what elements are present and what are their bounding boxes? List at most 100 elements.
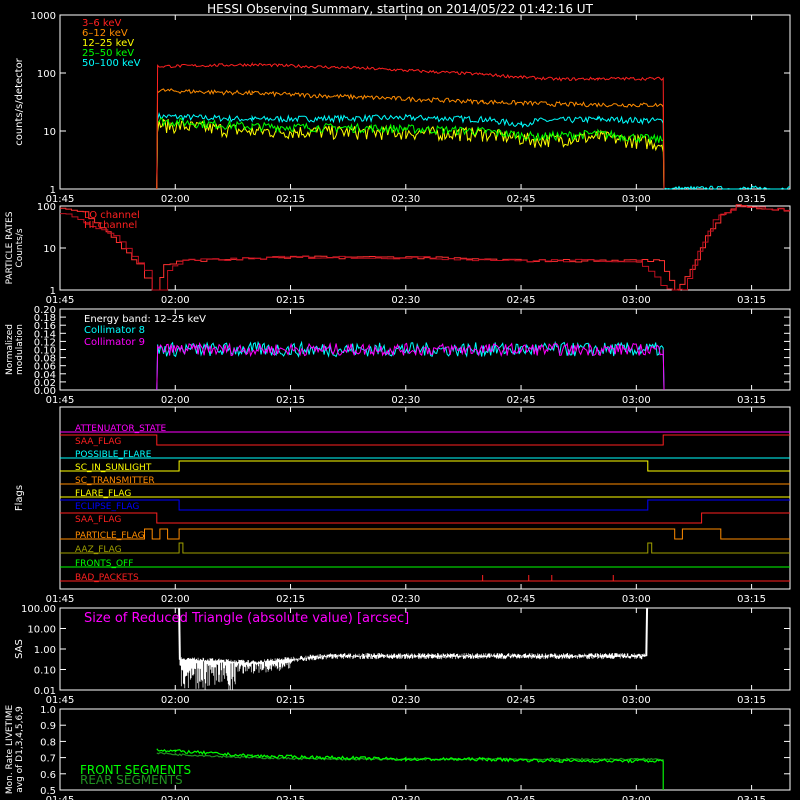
y-tick-label: 1.00: [34, 645, 56, 656]
series-line-livetime: [156, 751, 664, 762]
flag-line: [60, 499, 790, 511]
x-tick-label: 01:45: [46, 194, 75, 205]
legend-entry: Collimator 8: [84, 325, 145, 336]
x-tick-label: 01:45: [46, 594, 75, 605]
legend-entry: 3–6 keV: [82, 18, 121, 29]
x-tick-label: 02:30: [391, 594, 420, 605]
y-tick-label: 0.10: [34, 346, 56, 357]
legend-entry: 12–25 keV: [82, 38, 134, 49]
y-tick-label: 0.08: [34, 354, 56, 365]
x-tick-label: 02:45: [507, 795, 536, 800]
y-tick-label: 0.00: [34, 386, 56, 397]
series-line-green: [156, 117, 665, 190]
flag-label: SC_TRANSMITTER: [75, 476, 155, 486]
y-axis-label: Counts/s: [15, 228, 25, 267]
series-line-orange: [156, 88, 665, 190]
x-tick-label: 03:00: [622, 795, 651, 800]
flag-label: POSSIBLE_FLARE: [75, 450, 152, 460]
panel-frame-6: [59, 708, 791, 791]
y-tick-label: 10.00: [27, 625, 56, 636]
y-tick-label: 0.16: [34, 321, 56, 332]
x-tick-label: 02:00: [161, 795, 190, 800]
x-tick-label: 01:45: [46, 395, 75, 406]
y-tick-label: 0.7: [40, 754, 56, 765]
x-tick-label: 03:00: [622, 594, 651, 605]
figure-title: HESSI Observing Summary, starting on 201…: [207, 2, 593, 16]
x-tick-label: 02:00: [161, 395, 190, 406]
x-tick-label: 03:00: [622, 695, 651, 706]
y-axis-label: modulation: [15, 324, 25, 375]
x-tick-label: 02:15: [276, 594, 305, 605]
x-tick-label: 02:15: [276, 194, 305, 205]
legend-entry: FRONT SEGMENTS: [80, 763, 191, 777]
y-axis-label: SAS: [14, 639, 25, 659]
flag-label: FRONTS_OFF: [75, 559, 133, 569]
flag-label: ATTENUATOR_STATE: [75, 424, 167, 434]
y-tick-label: 0.9: [40, 721, 56, 732]
y-tick-label: 0.12: [34, 337, 56, 348]
x-tick-label: 02:00: [161, 295, 190, 306]
y-tick-label: 100: [37, 202, 56, 213]
flag-label: FLARE_FLAG: [75, 489, 131, 499]
panel-frame-4: [59, 406, 791, 590]
legend-entry: HI channel: [84, 220, 137, 231]
y-axis-label: Flags: [14, 485, 25, 511]
x-tick-label: 02:45: [507, 295, 536, 306]
x-tick-label: 02:30: [391, 695, 420, 706]
y-tick-label: 0.6: [40, 770, 56, 781]
flag-line: [60, 434, 790, 446]
y-tick-label: 0.20: [34, 305, 56, 316]
flag-label: SAA_FLAG: [75, 515, 121, 525]
y-tick-label: 0.01: [34, 686, 56, 697]
x-tick-label: 02:45: [507, 594, 536, 605]
legend-entry: 50–100 keV: [82, 58, 141, 69]
x-tick-label: 03:00: [622, 295, 651, 306]
x-tick-label: 02:00: [161, 594, 190, 605]
y-tick-label: 0.5: [40, 786, 56, 797]
y-tick-label: 0.14: [34, 329, 56, 340]
x-tick-label: 03:15: [737, 695, 766, 706]
x-tick-label: 03:00: [622, 395, 651, 406]
y-tick-label: 1: [50, 185, 56, 196]
x-tick-label: 02:15: [276, 795, 305, 800]
x-tick-label: 02:00: [161, 695, 190, 706]
y-tick-label: 100.00: [21, 604, 56, 615]
sas-trace: [179, 653, 647, 690]
x-tick-label: 03:15: [737, 295, 766, 306]
x-tick-label: 02:30: [391, 395, 420, 406]
x-tick-label: 02:15: [276, 695, 305, 706]
y-tick-label: 1.0: [40, 705, 56, 716]
legend-entry: 25–50 keV: [82, 48, 134, 59]
y-tick-label: 0.8: [40, 737, 56, 748]
flag-line: [60, 460, 790, 472]
x-tick-label: 03:15: [737, 795, 766, 800]
x-tick-label: 01:45: [46, 695, 75, 706]
x-tick-label: 03:15: [737, 594, 766, 605]
series-line-red: [156, 61, 665, 190]
y-axis-label: Normalized: [5, 324, 15, 375]
sas-edge: [178, 607, 181, 660]
y-axis-label: avg of D1,3,4,5,6,9: [15, 706, 25, 793]
series-line-yellow: [156, 118, 665, 190]
series-line-particle: [60, 206, 790, 291]
legend-entry: 6–12 keV: [82, 28, 128, 39]
sas-edge: [645, 607, 649, 657]
y-tick-label: 1000: [31, 11, 56, 22]
x-tick-label: 02:45: [507, 695, 536, 706]
flag-label: SC_IN_SUNLIGHT: [75, 463, 152, 473]
series-line-particle: [60, 204, 790, 291]
y-tick-label: 0.06: [34, 362, 56, 373]
series-line-cyan: [156, 112, 791, 190]
flag-label: AAZ_FLAG: [75, 545, 122, 555]
flag-line: [60, 528, 790, 540]
y-axis-label: Mon. Rate LIVETIME: [5, 705, 15, 795]
series-line-magenta: [156, 341, 665, 391]
flag-line: [60, 512, 790, 524]
flag-label: BAD_PACKETS: [75, 573, 139, 583]
series-line-livetime: [156, 748, 664, 764]
y-tick-label: 0.18: [34, 313, 56, 324]
x-tick-label: 01:45: [46, 295, 75, 306]
panel-frame-2: [59, 205, 791, 291]
x-tick-label: 02:30: [391, 795, 420, 800]
x-tick-label: 02:15: [276, 295, 305, 306]
